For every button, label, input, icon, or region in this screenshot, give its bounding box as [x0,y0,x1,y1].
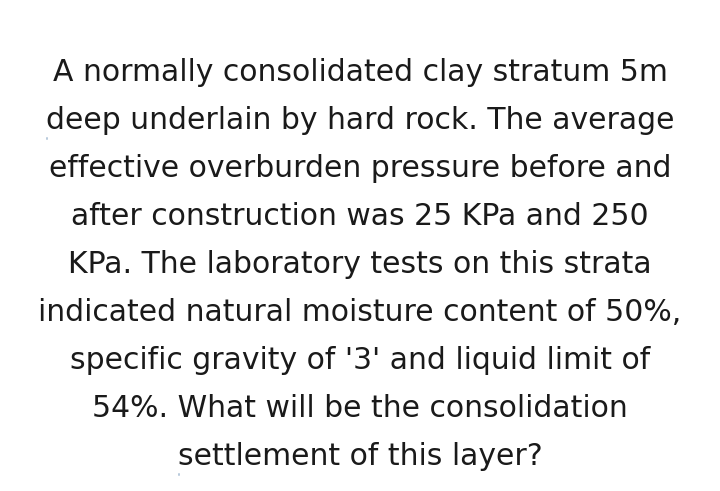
Text: after construction was 25 KPa and 250: after construction was 25 KPa and 250 [71,202,649,231]
Text: deep underlain by hard rock. The average: deep underlain by hard rock. The average [46,107,674,136]
Text: 54%. What will be the consolidation: 54%. What will be the consolidation [92,394,628,423]
Text: effective overburden pressure before and: effective overburden pressure before and [49,154,671,183]
Text: indicated natural moisture content of 50%,: indicated natural moisture content of 50… [38,299,682,327]
Text: specific gravity of '3' and liquid limit of: specific gravity of '3' and liquid limit… [70,346,650,376]
Text: settlement of this layer?: settlement of this layer? [178,442,542,471]
Text: KPa. The laboratory tests on this strata: KPa. The laboratory tests on this strata [68,250,652,279]
Text: A normally consolidated clay stratum 5m: A normally consolidated clay stratum 5m [53,58,667,87]
